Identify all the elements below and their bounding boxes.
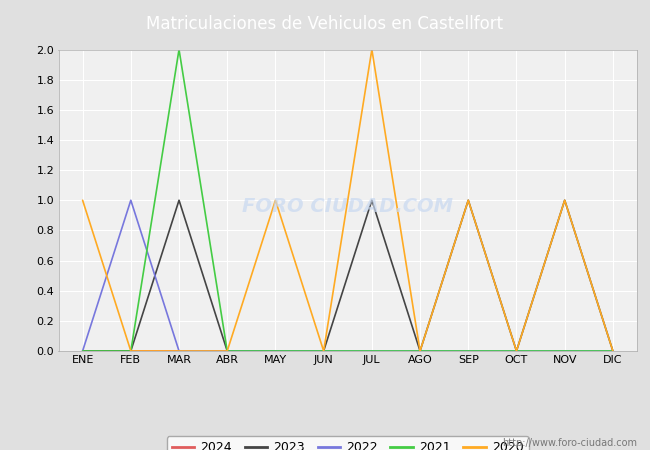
Legend: 2024, 2023, 2022, 2021, 2020: 2024, 2023, 2022, 2021, 2020 (167, 436, 528, 450)
Text: http://www.foro-ciudad.com: http://www.foro-ciudad.com (502, 438, 637, 448)
Text: Matriculaciones de Vehiculos en Castellfort: Matriculaciones de Vehiculos en Castellf… (146, 14, 504, 33)
Text: FORO CIUDAD.COM: FORO CIUDAD.COM (242, 197, 453, 216)
